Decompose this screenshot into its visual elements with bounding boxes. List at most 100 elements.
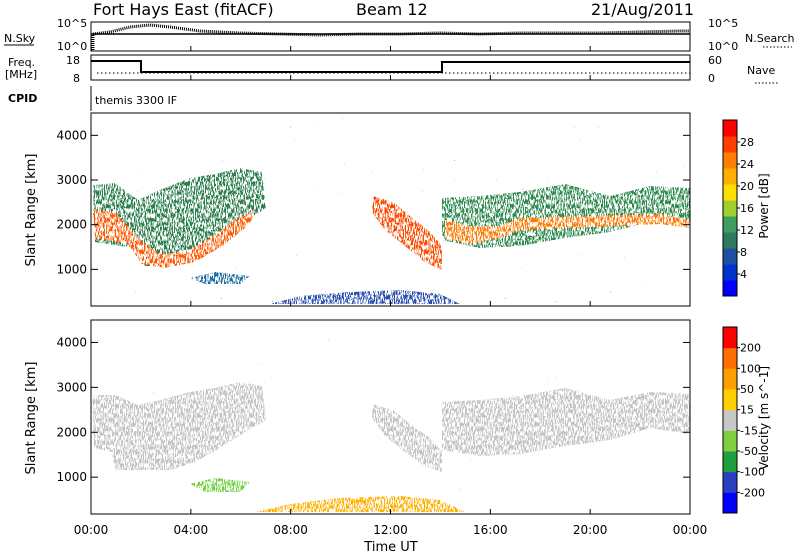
y-tick-label: 3000 [56, 380, 87, 394]
colorbar-swatch [723, 120, 737, 137]
colorbar-tick-label: 24 [740, 158, 754, 171]
power-ylabel: Slant Range [km] [24, 154, 39, 267]
power-echo-low [190, 272, 250, 284]
nsky-tick-top: 10^5 [57, 17, 87, 30]
velocity-echo-evening [442, 388, 690, 456]
cpid-label: CPID [8, 92, 37, 105]
x-tick-label: 16:00 [473, 523, 508, 537]
colorbar-tick-label: 20 [740, 180, 754, 193]
velocity-colorbar-label: Velocity [m s^-1] [757, 366, 771, 470]
velocity-y-axis: 1000 2000 3000 4000 [56, 335, 690, 484]
nsky-tick-bottom: 10^0 [57, 40, 87, 53]
y-tick-label: 2000 [56, 425, 87, 439]
colorbar-tick-label: 4 [740, 268, 747, 281]
velocity-echo-ground [255, 496, 465, 512]
cpid-strip: CPID themis 3300 IF [8, 86, 177, 111]
nave-tick-bottom: 0 [708, 72, 715, 85]
velocity-ylabel: Slant Range [km] [24, 362, 39, 475]
power-colorbar: 28 24 20 16 12 8 4 [722, 119, 754, 297]
velocity-echo-low [190, 478, 250, 492]
y-tick-label: 4000 [56, 335, 87, 349]
x-tick-label: 04:00 [174, 523, 209, 537]
station-title: Fort Hays East (fitACF) [93, 0, 274, 19]
x-tick-label: 08:00 [273, 523, 308, 537]
colorbar-tick-label: 12 [740, 224, 754, 237]
nave-tick-top: 60 [708, 54, 722, 67]
colorbar-tick-label: -200 [740, 486, 765, 499]
x-tick-label: 00:00 [673, 523, 708, 537]
velocity-echoes [91, 320, 690, 514]
nsearch-tick-bottom: 10^0 [708, 40, 738, 53]
y-tick-label: 4000 [56, 128, 87, 142]
cpid-text: themis 3300 IF [95, 94, 177, 107]
colorbar-swatch [723, 136, 737, 153]
power-echo-ground [270, 290, 460, 304]
colorbar-swatch [723, 248, 737, 265]
nsky-trace [91, 23, 690, 52]
freq-tick-bottom: 8 [73, 72, 80, 85]
colorbar-swatch [723, 168, 737, 185]
colorbar-frame [722, 326, 738, 514]
colorbar-swatch [723, 368, 737, 390]
freq-strip: Freq. [MHz] 18 8 Nave 60 0 [5, 54, 778, 85]
freq-label: Freq. [8, 56, 35, 69]
beam-title: Beam 12 [356, 0, 428, 19]
colorbar-tick-label: 100 [740, 362, 761, 375]
colorbar-tick-label: 200 [740, 342, 761, 355]
colorbar-swatch [723, 232, 737, 249]
colorbar-swatch [723, 471, 737, 493]
colorbar-swatch [723, 152, 737, 169]
y-tick-label: 2000 [56, 218, 87, 232]
nsearch-label: N.Search [745, 32, 795, 45]
nave-label: Nave [747, 64, 775, 77]
power-echo-main-core [93, 210, 255, 268]
colorbar-tick-label: -50 [740, 445, 758, 458]
colorbar-swatch [723, 200, 737, 217]
nsky-strip: N.Sky 10^5 10^0 N.Search 10^5 10^0 [4, 17, 795, 53]
power-colorbar-label: Power [dB] [757, 173, 771, 238]
colorbar-swatch [723, 280, 737, 297]
colorbar-tick-label: 50 [740, 383, 754, 396]
colorbar-swatch [723, 216, 737, 233]
time-axis-label: Time UT [363, 540, 417, 554]
colorbar-tick-label: -100 [740, 466, 765, 479]
colorbar-tick-label: 28 [740, 136, 754, 149]
colorbar-swatch [723, 492, 737, 514]
colorbar-tick-label: 16 [740, 202, 754, 215]
velocity-echo-main [92, 382, 266, 470]
time-axis: 00:00 04:00 08:00 12:00 16:00 20:00 00:00 [74, 46, 708, 537]
x-tick-label: 20:00 [573, 523, 608, 537]
date-title: 21/Aug/2011 [591, 0, 695, 19]
colorbar-tick-label: 8 [740, 246, 747, 259]
velocity-colorbar: 200 100 50 15 -15 -50 -100 -200 [722, 326, 765, 514]
x-tick-label: 12:00 [373, 523, 408, 537]
power-echo-evening-core [445, 214, 690, 244]
freq-unit: [MHz] [5, 68, 37, 81]
x-tick-label: 00:00 [74, 523, 109, 537]
colorbar-swatch [723, 389, 737, 411]
y-tick-label: 1000 [56, 262, 87, 276]
power-y-axis: 1000 2000 3000 4000 [56, 128, 690, 276]
colorbar-swatch [723, 327, 737, 349]
colorbar-swatch [723, 184, 737, 201]
power-echo-afternoon [372, 196, 442, 270]
freq-tick-top: 18 [66, 54, 80, 67]
colorbar-tick-label: 15 [740, 404, 754, 417]
colorbar-swatch [723, 409, 737, 431]
nsky-label: N.Sky [4, 32, 36, 45]
colorbar-swatch [723, 264, 737, 281]
velocity-echo-afternoon [372, 404, 442, 472]
colorbar-swatch [723, 451, 737, 473]
y-tick-label: 1000 [56, 470, 87, 484]
freq-trace [91, 60, 690, 73]
colorbar-tick-label: -15 [740, 424, 758, 437]
y-tick-label: 3000 [56, 173, 87, 187]
power-panel: 1000 2000 3000 4000 Slant Range [km] 28 24 20… [24, 112, 771, 307]
power-echoes [91, 113, 690, 306]
colorbar-swatch [723, 347, 737, 369]
colorbar-swatch [723, 430, 737, 452]
nsearch-tick-top: 10^5 [708, 17, 738, 30]
